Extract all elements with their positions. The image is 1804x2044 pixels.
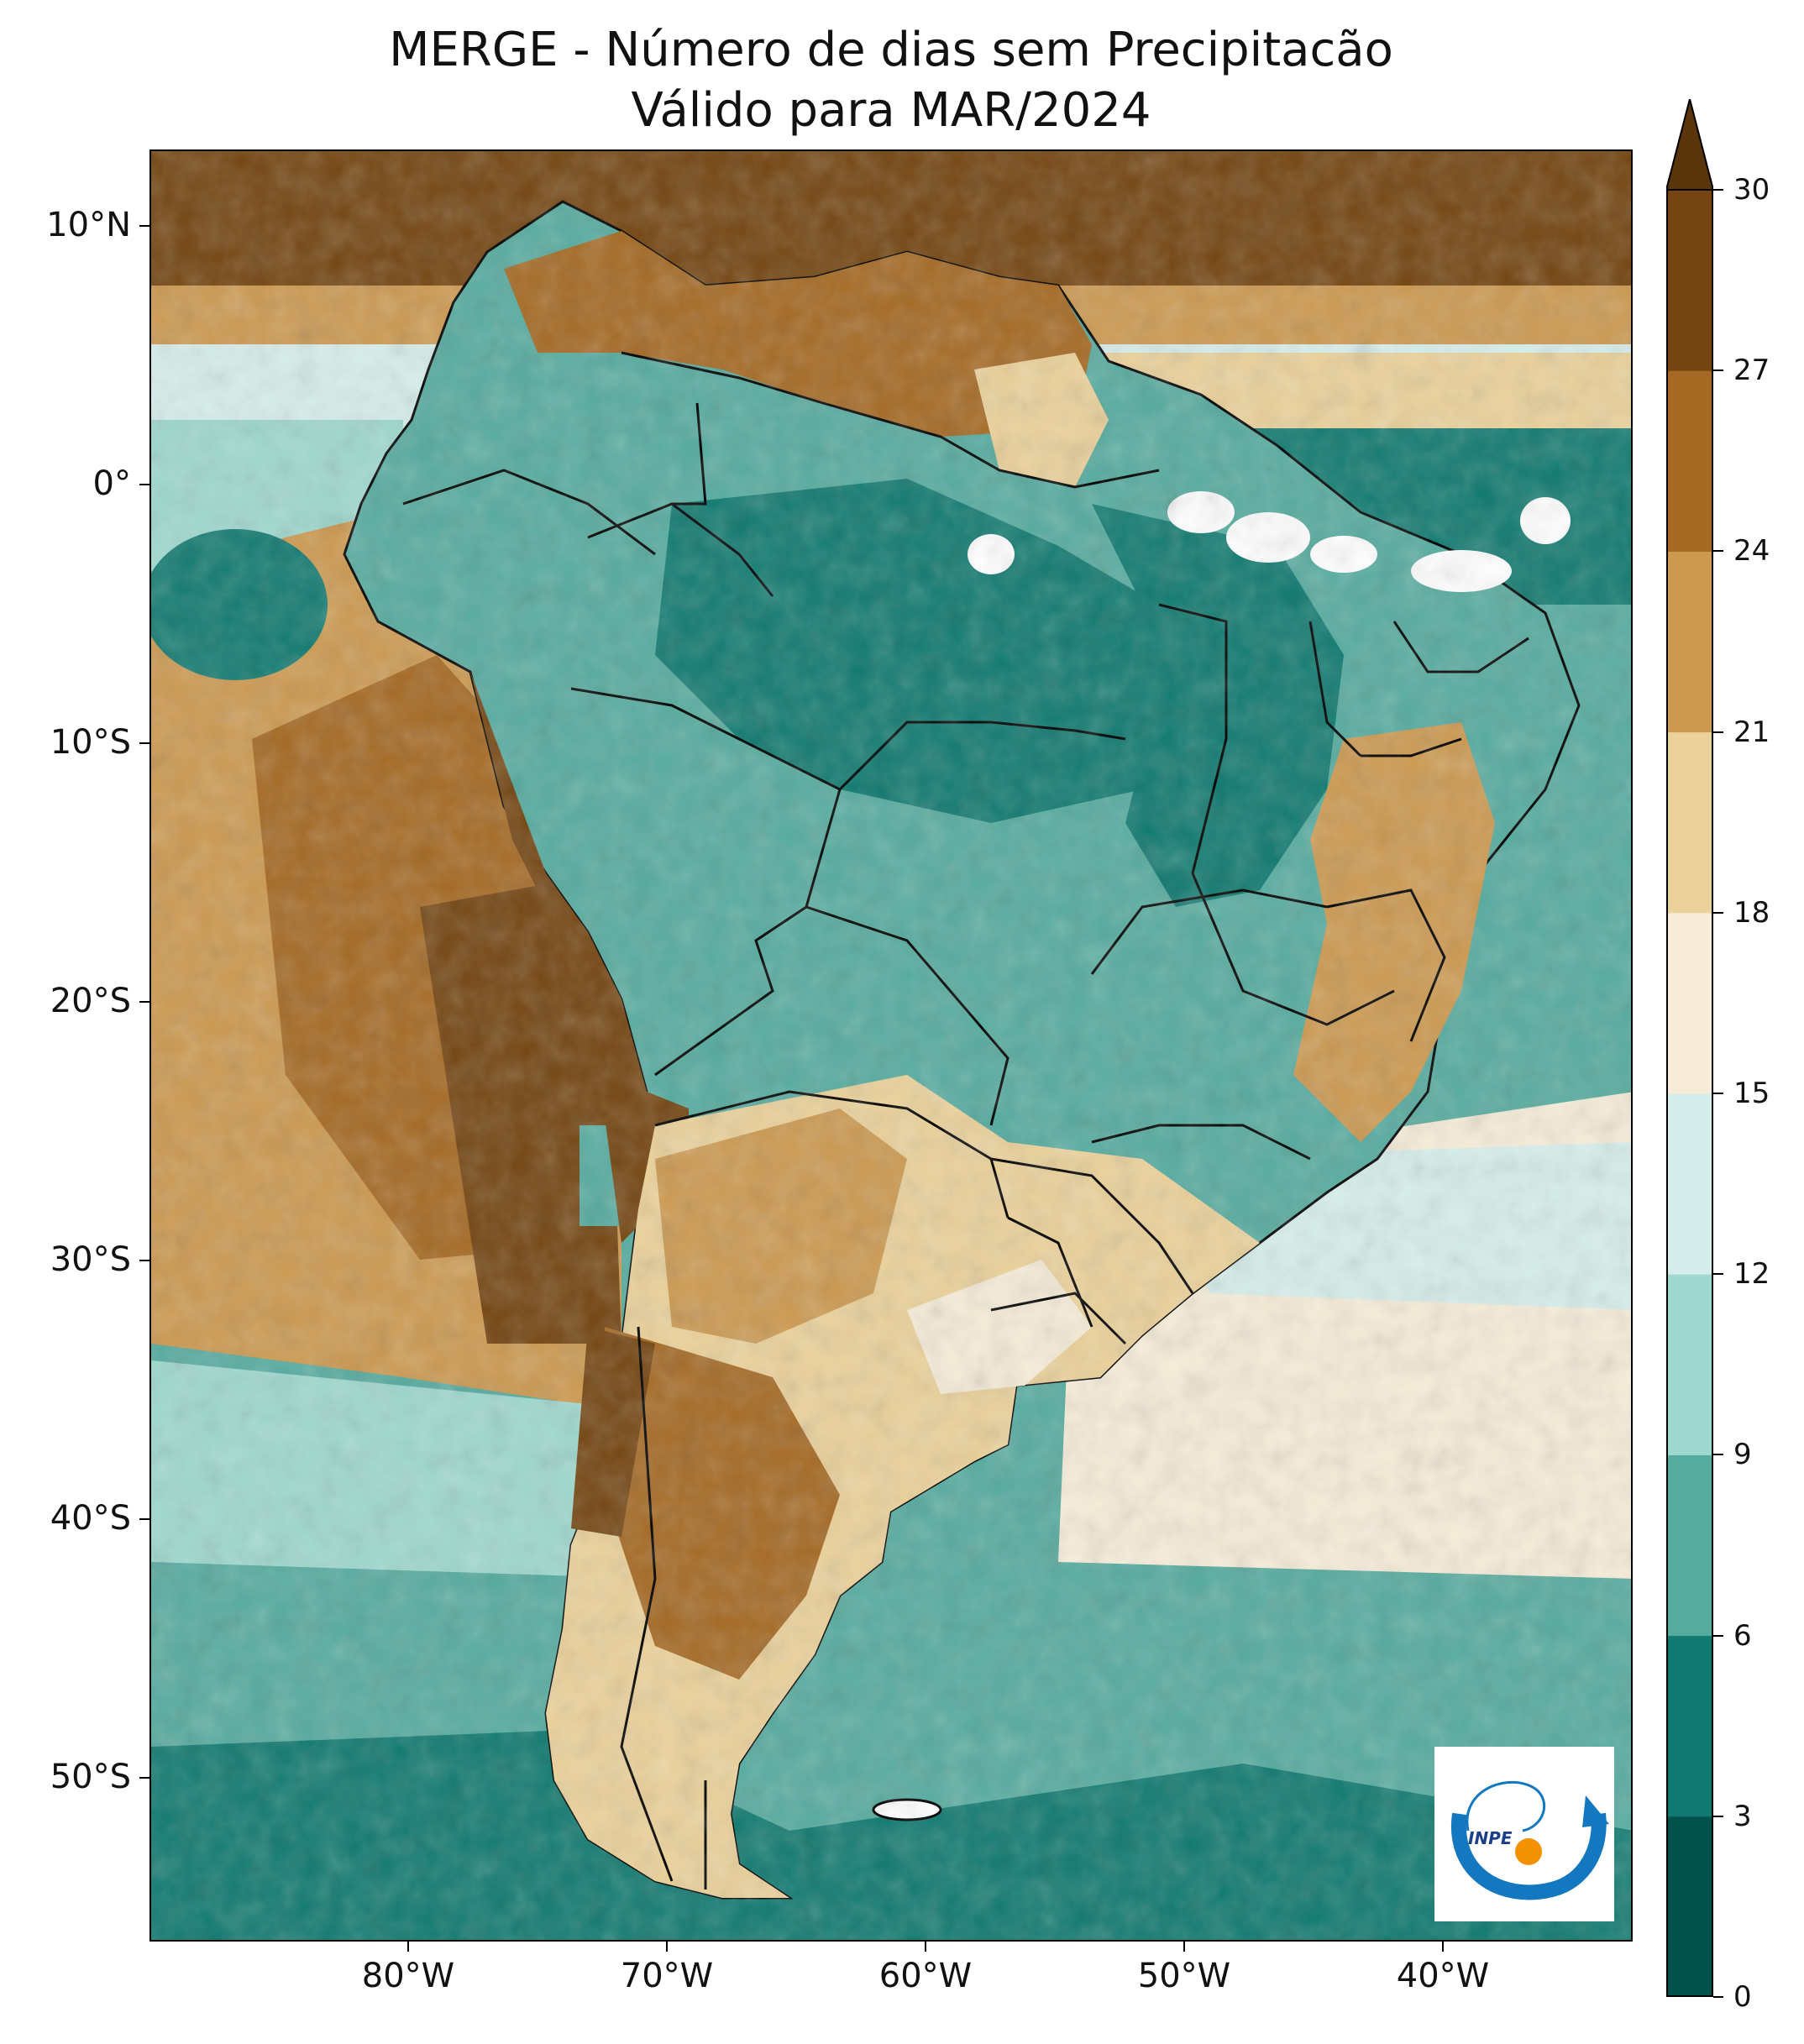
colorbar-tick-label: 0 [1733, 1980, 1752, 2014]
y-tick-mark [139, 484, 149, 485]
y-tick-label: 50°S [50, 1758, 131, 1796]
colorbar-tick-mark [1713, 189, 1723, 191]
colorbar-tick-label: 9 [1733, 1438, 1752, 1472]
colorbar-tick-mark [1713, 911, 1723, 914]
colorbar-outline [1666, 189, 1713, 1997]
colorbar [1666, 99, 1713, 1997]
colorbar-tick-mark [1713, 1454, 1723, 1456]
y-tick-mark [139, 742, 149, 744]
y-tick-mark [139, 1777, 149, 1779]
colorbar-tick-mark [1713, 1815, 1723, 1817]
colorbar-tick-label: 21 [1733, 715, 1770, 749]
colorbar-tick-mark [1713, 1273, 1723, 1276]
inpe-logo: INPE [1434, 1747, 1614, 1921]
colorbar-tick-label: 30 [1733, 173, 1770, 207]
colorbar-bin [1666, 1093, 1713, 1275]
map-canvas [151, 151, 1631, 1940]
y-tick-label: 40°S [50, 1499, 131, 1538]
inpe-logo-graphic: INPE [1450, 1780, 1609, 1900]
logo-orange-dot [1515, 1838, 1542, 1865]
precipitation-texture [151, 151, 1631, 1940]
colorbar-tick-label: 24 [1733, 534, 1770, 569]
colorbar-tick-mark [1713, 731, 1723, 733]
x-tick-mark [407, 1942, 409, 1952]
map-subtitle: Válido para MAR/2024 [631, 83, 1151, 138]
colorbar-bin [1666, 1454, 1713, 1637]
colorbar-tick-mark [1713, 1634, 1723, 1637]
colorbar-extend-arrow [1666, 99, 1713, 191]
y-tick-label: 20°S [50, 982, 131, 1020]
y-tick-label: 10°S [50, 723, 131, 762]
x-tick-mark [666, 1942, 668, 1952]
x-tick-label: 80°W [361, 1957, 455, 1995]
y-tick-label: 30°S [50, 1240, 131, 1279]
colorbar-tick-label: 6 [1733, 1618, 1752, 1653]
y-tick-label: 10°N [46, 206, 131, 244]
y-tick-mark [139, 1518, 149, 1520]
colorbar-bin [1666, 731, 1713, 914]
y-tick-mark [139, 225, 149, 227]
x-tick-label: 50°W [1137, 1957, 1231, 1995]
colorbar-tick-label: 12 [1733, 1257, 1770, 1292]
x-tick-mark [1442, 1942, 1444, 1952]
x-tick-mark [1183, 1942, 1185, 1952]
colorbar-tick-mark [1713, 1093, 1723, 1094]
y-tick-label: 0° [92, 464, 131, 503]
colorbar-tick-label: 18 [1733, 895, 1770, 930]
colorbar-tick-mark [1713, 550, 1723, 553]
colorbar-tick-label: 3 [1733, 1799, 1752, 1833]
colorbar-bin [1666, 1274, 1713, 1455]
colorbar-bin [1666, 190, 1713, 371]
colorbar-bin [1666, 912, 1713, 1094]
colorbar-bin [1666, 1635, 1713, 1817]
map-panel [149, 149, 1633, 1942]
colorbar-tick-mark [1713, 1996, 1723, 1998]
x-tick-mark [925, 1942, 926, 1952]
colorbar-bin [1666, 551, 1713, 733]
colorbar-bin [1666, 1816, 1713, 1997]
y-tick-mark [139, 1260, 149, 1261]
colorbar-tick-mark [1713, 369, 1723, 372]
colorbar-tick-label: 15 [1733, 1077, 1770, 1110]
x-tick-label: 60°W [878, 1957, 973, 1995]
x-tick-label: 70°W [620, 1957, 714, 1995]
inpe-logo-text: INPE [1468, 1828, 1513, 1848]
y-tick-mark [139, 1001, 149, 1003]
colorbar-bin [1666, 370, 1713, 552]
map-title: MERGE - Número de dias sem Precipitacão [389, 23, 1393, 77]
colorbar-tick-label: 27 [1733, 354, 1770, 388]
x-tick-label: 40°W [1396, 1957, 1490, 1995]
